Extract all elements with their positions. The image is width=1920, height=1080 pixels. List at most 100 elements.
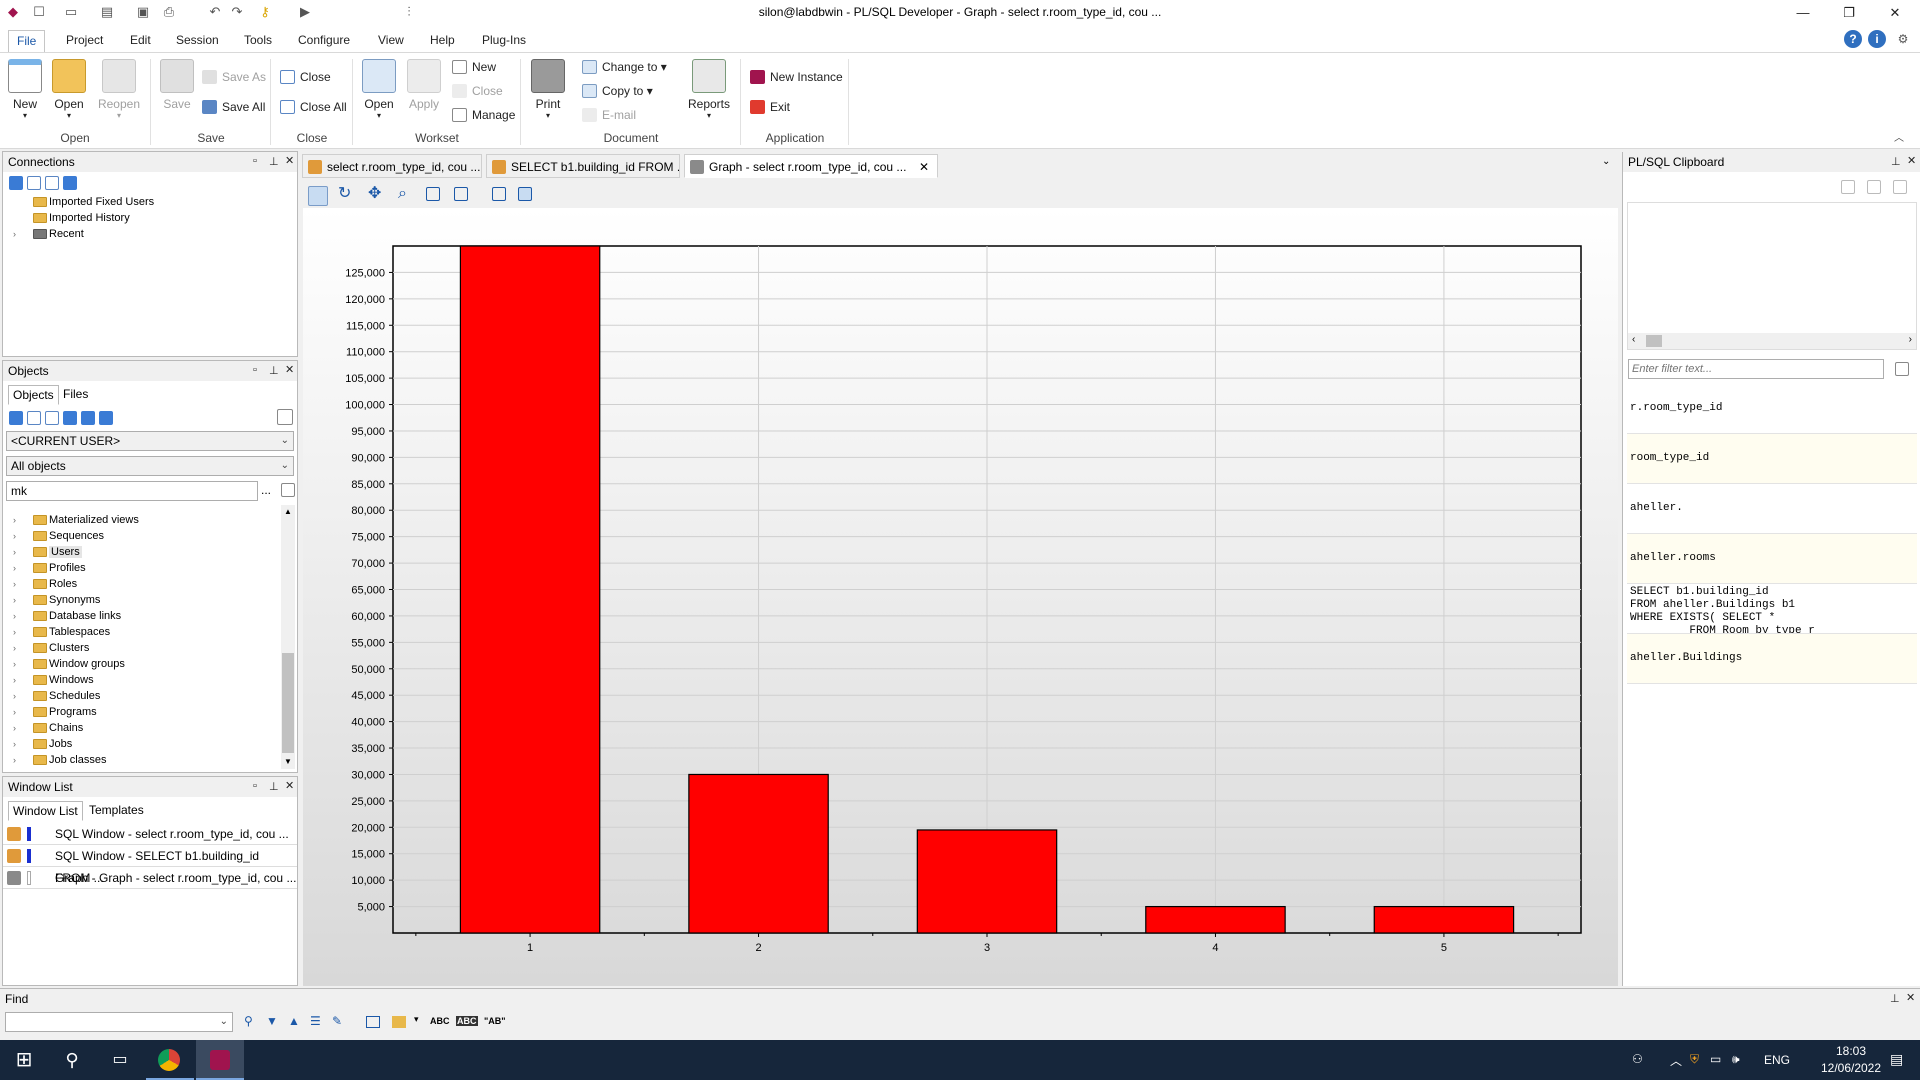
open-button[interactable]: Open ▾ [50,59,88,120]
object-tree-item[interactable]: › Profiles [3,560,86,576]
close-tab-icon[interactable]: ✕ [918,160,929,174]
expand-arrow-icon[interactable]: › [13,229,16,239]
clear-search-icon[interactable] [281,483,295,497]
tab-list-dropdown-icon[interactable]: ⌄ [1602,156,1611,167]
print-quick-icon[interactable]: ⎙ [163,4,175,19]
new-quick-icon[interactable]: ▭ [64,4,78,19]
minimize-button[interactable]: — [1796,5,1810,20]
expand-icon[interactable] [27,411,41,425]
object-tree-item[interactable]: › Sequences [3,528,104,544]
expand-arrow-icon[interactable]: › [13,579,16,589]
expand-arrow-icon[interactable]: › [13,723,16,733]
object-type-select[interactable]: All objects ⌄ [6,456,294,476]
undo-icon[interactable]: ↶ [209,4,221,19]
close-window-button[interactable]: ✕ [1889,5,1901,20]
expand-arrow-icon[interactable]: › [13,531,16,541]
clipboard-item[interactable]: room_type_id [1627,434,1917,484]
clipboard-item[interactable]: r.room_type_id [1627,384,1917,434]
collapse-icon[interactable] [45,176,59,190]
vertical-scrollbar[interactable]: ▲ ▼ [281,505,295,769]
tree-item[interactable]: Imported History [3,210,130,226]
expand-arrow-icon[interactable]: › [13,627,16,637]
clipboard-item[interactable]: aheller. [1627,484,1917,534]
pin-icon[interactable]: ⊥ [269,365,279,377]
expand-arrow-icon[interactable]: › [13,675,16,685]
object-tree-item[interactable]: › Users [3,544,82,560]
rotate-icon[interactable]: ↻ [338,185,352,202]
help-icon[interactable]: ? [1844,30,1862,48]
volume-icon[interactable]: 🕪 [1732,1052,1740,1066]
pin-icon[interactable]: ⊥ [269,781,279,793]
new-button[interactable]: New ▾ [6,59,44,120]
scope-dropdown-icon[interactable]: ▾ [414,1014,419,1024]
window-list-item[interactable]: SQL Window - SELECT b1.building_id FROM … [3,845,297,885]
key-icon[interactable]: ⚷ [260,4,270,19]
tree-item[interactable]: › Recent [3,226,84,242]
save-all-button[interactable]: Save All [200,97,265,117]
window-scope-icon[interactable] [366,1016,380,1028]
expand-arrow-icon[interactable]: › [13,707,16,717]
close-panel-icon[interactable]: ✕ [285,780,295,792]
scroll-right-icon[interactable]: › [1908,334,1912,345]
settings-quick-icon[interactable]: ⫶ [407,4,411,19]
tab-files[interactable]: Files [63,387,89,401]
object-tree-item[interactable]: › Window groups [3,656,125,672]
zoom-fit-icon[interactable] [426,187,440,201]
paste-icon[interactable] [1867,180,1881,194]
expand-icon[interactable] [27,176,41,190]
menu-edit[interactable]: Edit [130,33,151,47]
clear-filter-icon[interactable] [1895,362,1909,376]
task-view-icon[interactable]: ▭ [112,1051,128,1068]
save-as-button[interactable]: Save As [200,67,266,87]
scroll-thumb[interactable] [1646,335,1662,347]
scroll-thumb[interactable] [282,653,294,753]
expand-arrow-icon[interactable]: › [13,547,16,557]
menu-configure[interactable]: Configure [298,33,351,47]
zoom-window-icon[interactable] [454,187,468,201]
menu-project[interactable]: Project [66,33,104,47]
exit-button[interactable]: Exit [748,97,790,117]
clock-time[interactable]: 18:03 [1835,1044,1867,1058]
scroll-left-icon[interactable]: ‹ [1632,334,1636,345]
menu-session[interactable]: Session [176,33,219,47]
network-icon[interactable]: ▭ [1710,1052,1722,1066]
object-tree-item[interactable]: › Materialized views [3,512,139,528]
graph-properties-icon[interactable] [492,187,506,201]
email-button[interactable]: E-mail [580,105,636,125]
workset-new-button[interactable]: New [450,57,496,77]
connect-icon[interactable] [99,411,113,425]
expand-arrow-icon[interactable]: › [13,739,16,749]
open-quick-icon[interactable]: ▤ [100,4,114,19]
new-instance-button[interactable]: New Instance [748,67,843,87]
float-icon[interactable]: ▫ [253,155,257,167]
folder-scope-icon[interactable] [392,1016,406,1028]
expand-arrow-icon[interactable]: › [13,643,16,653]
close-button[interactable]: Close [278,67,331,87]
search-icon[interactable]: ⚲ [65,1050,79,1070]
whole-word-button[interactable]: ABC [456,1016,478,1026]
object-tree-item[interactable]: › Job classes [3,752,106,768]
chevron-up-icon[interactable]: ︿ [1670,1054,1683,1068]
copy-to-button[interactable]: Copy to ▾ [580,81,653,101]
clock-date[interactable]: 12/06/2022 [1820,1061,1882,1075]
expand-arrow-icon[interactable]: › [13,659,16,669]
pin-icon[interactable]: ⊥ [1891,156,1901,168]
tab-graph[interactable]: Graph - select r.room_type_id, cou ... ✕ [684,154,938,178]
save-quick-icon[interactable]: ▣ [136,4,150,19]
clipboard-item[interactable]: aheller.rooms [1627,534,1917,584]
security-icon[interactable]: ⛨ [1690,1052,1700,1066]
change-to-button[interactable]: Change to ▾ [580,57,667,77]
save-button[interactable]: Save [160,59,194,111]
object-tree-item[interactable]: › Jobs [3,736,72,752]
close-panel-icon[interactable]: ✕ [285,364,295,376]
close-panel-icon[interactable]: ✕ [1906,992,1916,1004]
redo-icon[interactable]: ↷ [231,4,243,19]
find-all-icon[interactable]: ☰ [310,1014,321,1028]
float-icon[interactable]: ▫ [253,780,257,792]
scroll-up-icon[interactable]: ▲ [284,507,292,516]
match-case-button[interactable]: ABC [430,1016,450,1026]
binoculars-icon[interactable]: ⚲ [244,1014,253,1028]
reports-button[interactable]: Reports ▾ [686,59,732,120]
menu-help[interactable]: Help [430,33,455,47]
notifications-icon[interactable]: ▤ [1890,1051,1904,1067]
